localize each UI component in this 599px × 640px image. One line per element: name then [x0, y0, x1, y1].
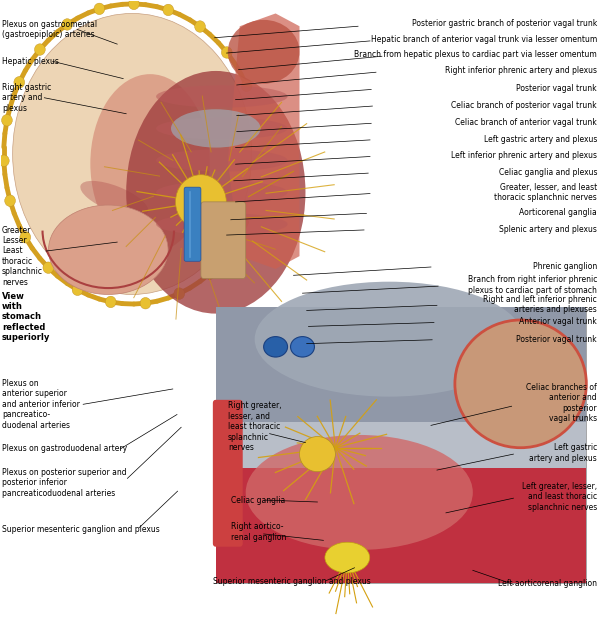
- Ellipse shape: [94, 3, 105, 15]
- Ellipse shape: [35, 44, 46, 55]
- Text: Posterior vagal trunk: Posterior vagal trunk: [516, 335, 597, 344]
- Ellipse shape: [455, 320, 586, 448]
- Ellipse shape: [13, 13, 252, 294]
- Ellipse shape: [2, 115, 13, 126]
- Ellipse shape: [204, 268, 215, 280]
- Ellipse shape: [325, 542, 370, 573]
- Text: Celiac branch of anterior vagal trunk: Celiac branch of anterior vagal trunk: [455, 118, 597, 127]
- Text: Left greater, lesser,
and least thoracic
splanchnic nerves: Left greater, lesser, and least thoracic…: [522, 482, 597, 512]
- Text: Hepatic plexus: Hepatic plexus: [2, 57, 59, 66]
- Text: Plexus on posterior superior and
posterior inferior
pancreaticoduodenal arteries: Plexus on posterior superior and posteri…: [2, 468, 126, 498]
- FancyBboxPatch shape: [184, 187, 201, 261]
- Text: Aorticorenal ganglia: Aorticorenal ganglia: [519, 208, 597, 217]
- Ellipse shape: [129, 0, 139, 10]
- Text: Celiac ganglia and plexus: Celiac ganglia and plexus: [498, 168, 597, 177]
- Ellipse shape: [90, 74, 210, 253]
- Text: Left aorticorenal ganglion: Left aorticorenal ganglion: [498, 579, 597, 588]
- Ellipse shape: [105, 296, 116, 308]
- Ellipse shape: [255, 282, 524, 397]
- Ellipse shape: [171, 109, 261, 148]
- Ellipse shape: [291, 337, 314, 357]
- Ellipse shape: [156, 149, 288, 172]
- Ellipse shape: [80, 181, 148, 216]
- FancyBboxPatch shape: [216, 307, 586, 422]
- Text: Greater
Lesser
Least
thoracic
splanchnic
nerves: Greater Lesser Least thoracic splanchnic…: [2, 226, 43, 287]
- Ellipse shape: [156, 181, 288, 204]
- Ellipse shape: [99, 239, 153, 260]
- Ellipse shape: [246, 435, 473, 550]
- Text: Anterior vagal trunk: Anterior vagal trunk: [519, 317, 597, 326]
- Text: Branch from right inferior phrenic
plexus to cardiac part of stomach: Branch from right inferior phrenic plexu…: [468, 275, 597, 294]
- Ellipse shape: [163, 4, 174, 16]
- Polygon shape: [228, 13, 300, 269]
- Ellipse shape: [156, 85, 288, 108]
- Ellipse shape: [91, 212, 149, 237]
- Ellipse shape: [156, 213, 288, 236]
- Ellipse shape: [241, 80, 252, 92]
- Text: Right aortico-
renal ganglion: Right aortico- renal ganglion: [231, 522, 286, 541]
- Ellipse shape: [43, 262, 54, 273]
- Text: Posterior vagal trunk: Posterior vagal trunk: [516, 84, 597, 93]
- Text: Right and left inferior phrenic
arteries and plexuses: Right and left inferior phrenic arteries…: [483, 295, 597, 314]
- Text: Plexus on
anterior superior
and anterior inferior
pancreatico-
duodenal arteries: Plexus on anterior superior and anterior…: [2, 379, 80, 429]
- Ellipse shape: [222, 47, 232, 58]
- Text: Right greater,
lesser, and
least thoracic
splanchnic
nerves: Right greater, lesser, and least thoraci…: [228, 401, 282, 452]
- Ellipse shape: [229, 239, 240, 251]
- Ellipse shape: [228, 20, 300, 84]
- Ellipse shape: [195, 20, 205, 32]
- Ellipse shape: [0, 155, 9, 166]
- Ellipse shape: [176, 175, 226, 229]
- Ellipse shape: [14, 77, 25, 88]
- Ellipse shape: [140, 298, 151, 309]
- Text: Plexus on gastroomental
(gastroepiploic) arteries: Plexus on gastroomental (gastroepiploic)…: [2, 20, 97, 39]
- Text: Phrenic ganglion: Phrenic ganglion: [533, 262, 597, 271]
- Text: Celiac ganglia: Celiac ganglia: [231, 495, 285, 504]
- Text: Right gastric
artery and
plexus: Right gastric artery and plexus: [2, 83, 51, 113]
- Ellipse shape: [174, 288, 184, 300]
- Text: Celiac branch of posterior vagal trunk: Celiac branch of posterior vagal trunk: [452, 101, 597, 110]
- Ellipse shape: [62, 19, 72, 30]
- Text: Left gastric artery and plexus: Left gastric artery and plexus: [484, 135, 597, 144]
- Ellipse shape: [5, 195, 16, 207]
- FancyBboxPatch shape: [201, 202, 246, 278]
- Text: Splenic artery and plexus: Splenic artery and plexus: [499, 225, 597, 234]
- Text: Plexus on gastroduodenal artery: Plexus on gastroduodenal artery: [2, 445, 127, 454]
- Text: Superior mesenteric ganglion and plexus: Superior mesenteric ganglion and plexus: [2, 525, 160, 534]
- Ellipse shape: [126, 71, 305, 314]
- Text: Right inferior phrenic artery and plexus: Right inferior phrenic artery and plexus: [445, 67, 597, 76]
- Text: Greater, lesser, and least
thoracic splanchnic nerves: Greater, lesser, and least thoracic spla…: [494, 182, 597, 202]
- Text: Posterior gastric branch of posterior vagal trunk: Posterior gastric branch of posterior va…: [412, 19, 597, 28]
- Text: Celiac branches of
anterior and
posterior
vagal trunks: Celiac branches of anterior and posterio…: [527, 383, 597, 423]
- Text: Hepatic branch of anterior vagal trunk via lesser omentum: Hepatic branch of anterior vagal trunk v…: [371, 35, 597, 44]
- Text: Branch from hepatic plexus to cardiac part via lesser omentum: Branch from hepatic plexus to cardiac pa…: [355, 51, 597, 60]
- Ellipse shape: [49, 205, 168, 294]
- Ellipse shape: [72, 284, 83, 296]
- Text: Left gastric
artery and plexus: Left gastric artery and plexus: [530, 443, 597, 463]
- FancyBboxPatch shape: [213, 400, 243, 547]
- FancyBboxPatch shape: [216, 308, 586, 583]
- Ellipse shape: [264, 337, 288, 357]
- Ellipse shape: [156, 117, 288, 140]
- Ellipse shape: [300, 436, 335, 472]
- Text: View
with
stomach
reflected
superiorly: View with stomach reflected superiorly: [2, 291, 50, 342]
- Text: Left inferior phrenic artery and plexus: Left inferior phrenic artery and plexus: [451, 152, 597, 161]
- FancyBboxPatch shape: [216, 468, 586, 583]
- Text: Superior mesenteric ganglion and plexus: Superior mesenteric ganglion and plexus: [213, 577, 371, 586]
- Ellipse shape: [20, 232, 31, 243]
